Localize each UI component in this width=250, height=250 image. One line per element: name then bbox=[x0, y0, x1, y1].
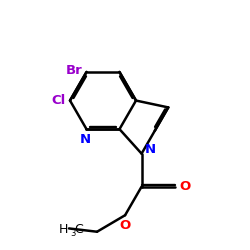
Text: O: O bbox=[120, 219, 131, 232]
Text: Cl: Cl bbox=[51, 94, 66, 107]
Text: Br: Br bbox=[65, 64, 82, 77]
Text: H: H bbox=[58, 223, 68, 236]
Text: O: O bbox=[179, 180, 190, 193]
Text: N: N bbox=[145, 144, 156, 156]
Text: N: N bbox=[80, 133, 91, 146]
Text: 3: 3 bbox=[70, 229, 75, 238]
Text: C: C bbox=[74, 223, 83, 236]
